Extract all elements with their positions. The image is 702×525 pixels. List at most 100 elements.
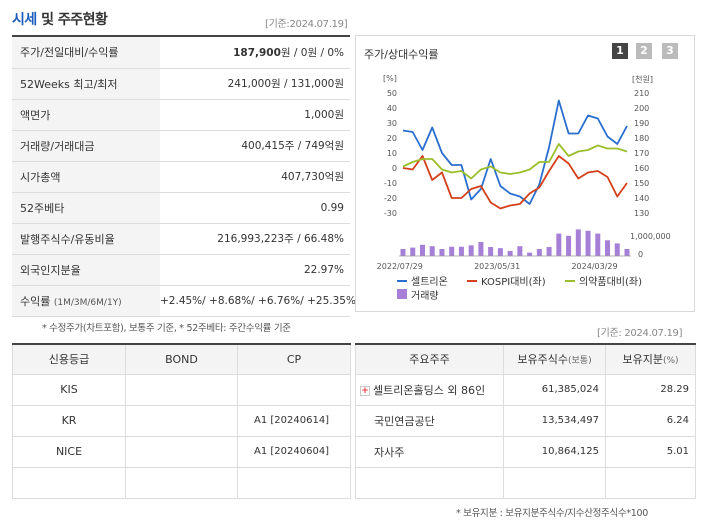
table-row [12, 466, 351, 499]
left-tick-label: 40 [387, 104, 397, 113]
expand-plus-icon[interactable]: + [360, 385, 370, 396]
left-tick-label: 0 [392, 164, 397, 173]
info-value: 187,900원 / 0원 / 0% [160, 37, 350, 69]
volume-bar [400, 249, 406, 256]
info-row-volume: 거래량/거래대금 400,415주 / 749억원 [12, 130, 350, 162]
info-value: 1,000원 [160, 99, 350, 131]
info-label: 발행주식수/유동비율 [12, 223, 160, 255]
chart-title: 주가/상대수익률 [364, 48, 439, 61]
legend-volume-label: 거래량 [411, 290, 439, 302]
chart-tab-1[interactable]: 1 [612, 43, 628, 59]
volume-bar [439, 249, 445, 256]
right-tick-label: 130 [634, 209, 649, 218]
volume-bar [605, 240, 611, 256]
info-row-price: 주가/전일대비/수익률 187,900원 / 0원 / 0% [12, 37, 350, 69]
section-title: 시세 및 주주현황 [12, 9, 108, 29]
holder-name-cell: 자사주 [355, 435, 504, 468]
shares-header-label: 보유주식수 [517, 353, 568, 367]
pct-header-unit: (%) [662, 356, 679, 367]
shares-header-unit: (보통) [568, 356, 592, 367]
volume-bar [468, 245, 474, 256]
table-row: NICE A1 [20240604] [12, 435, 351, 468]
col-header-shares: 보유주식수(보통) [503, 343, 606, 375]
left-tick-label: -30 [384, 209, 397, 218]
info-row-shares: 발행주식수/유동비율 216,993,223주 / 66.48% [12, 223, 350, 255]
base-date-2: [기준: 2024.07.19] [597, 328, 683, 339]
chart-tab-2[interactable]: 2 [636, 43, 652, 59]
table-row [355, 466, 696, 499]
info-value: 241,000원 / 131,000원 [160, 68, 350, 100]
chart-panel [355, 35, 695, 312]
agency-cell: KR [12, 404, 126, 437]
header-divider [12, 35, 350, 37]
left-axis-unit: [%] [383, 74, 397, 83]
right-tick-label: 190 [634, 119, 649, 128]
pharma-relative-line [402, 143, 628, 180]
return-period-label: (1M/3M/6M/1Y) [53, 297, 122, 308]
legend-pharma-label: 의약품대비(좌) [579, 276, 642, 288]
volume-bar [585, 230, 591, 256]
volume-bar [575, 229, 581, 256]
col-header-rating: 신용등급 [12, 343, 126, 375]
volume-bar [556, 233, 562, 256]
x-tick-label: 2024/03/29 [571, 262, 617, 271]
volume-tick-label: 1,000,000 [630, 232, 671, 241]
left-tick-label: 20 [387, 134, 397, 143]
volume-bar [488, 247, 494, 256]
title-rest: 및 주주현황 [36, 12, 108, 28]
agency-cell [12, 466, 126, 499]
agency-cell: KIS [12, 373, 126, 406]
agency-cell: NICE [12, 435, 126, 468]
cp-cell: A1 [20240604] [237, 435, 351, 468]
info-label: 52주베타 [12, 192, 160, 224]
col-header-bond: BOND [125, 343, 238, 375]
table-row: 국민연금공단 13,534,497 6.24 [355, 404, 696, 437]
legend-kospi-label: KOSPI대비(좌) [481, 276, 546, 288]
price-change: 원 / 0원 / 0% [280, 46, 344, 59]
bond-cell [125, 466, 238, 499]
info-row-marketcap: 시가총액 407,730억원 [12, 161, 350, 193]
cp-cell: A1 [20240614] [237, 404, 351, 437]
volume-bar [517, 246, 523, 256]
volume-bar [410, 247, 416, 256]
info-value: 216,993,223주 / 66.48% [160, 223, 350, 255]
info-row-52w: 52Weeks 최고/최저 241,000원 / 131,000원 [12, 68, 350, 100]
chart-tab-3[interactable]: 3 [662, 43, 678, 59]
volume-bar [536, 249, 542, 256]
shares-cell: 61,385,024 [503, 373, 606, 406]
info-row-beta: 52주베타 0.99 [12, 192, 350, 224]
right-axis-unit: [천원] [632, 74, 653, 84]
table-row: KR A1 [20240614] [12, 404, 351, 437]
info-label: 52Weeks 최고/최저 [12, 68, 160, 100]
info-label: 액면가 [12, 99, 160, 131]
info-label: 외국인지분율 [12, 254, 160, 286]
price-series-line [402, 99, 628, 205]
volume-bar [546, 247, 552, 256]
title-highlight: 시세 [12, 12, 37, 28]
left-tick-label: 50 [387, 89, 397, 98]
right-tick-label: 170 [634, 149, 649, 158]
volume-bar [458, 246, 464, 256]
shareholders-table: 주요주주 보유주식수(보통) 보유지분(%) + 셀트리온홀딩스 외 86인 61… [355, 343, 696, 499]
shares-cell [503, 466, 606, 499]
x-tick-label: 2023/05/31 [474, 262, 520, 271]
holders-header-row: 주요주주 보유주식수(보통) 보유지분(%) [355, 343, 696, 375]
return-label: 수익률 [20, 294, 51, 308]
pct-cell: 6.24 [605, 404, 696, 437]
right-tick-label: 210 [634, 89, 649, 98]
holder-name-cell: 국민연금공단 [355, 404, 504, 437]
left-tick-label: -10 [384, 179, 397, 188]
info-label: 시가총액 [12, 161, 160, 193]
info-value: 22.97% [160, 254, 350, 286]
pct-cell [605, 466, 696, 499]
table-row: + 셀트리온홀딩스 외 86인 61,385,024 28.29 [355, 373, 696, 406]
volume-bar [614, 243, 620, 256]
info-label: 거래량/거래대금 [12, 130, 160, 162]
volume-bar [497, 248, 503, 256]
volume-bar [566, 235, 572, 256]
volume-bar [429, 246, 435, 256]
legend-price-label: 셀트리온 [411, 276, 448, 288]
volume-zero-label: 0 [638, 250, 643, 259]
right-tick-label: 160 [634, 164, 649, 173]
right-tick-label: 200 [634, 104, 649, 113]
